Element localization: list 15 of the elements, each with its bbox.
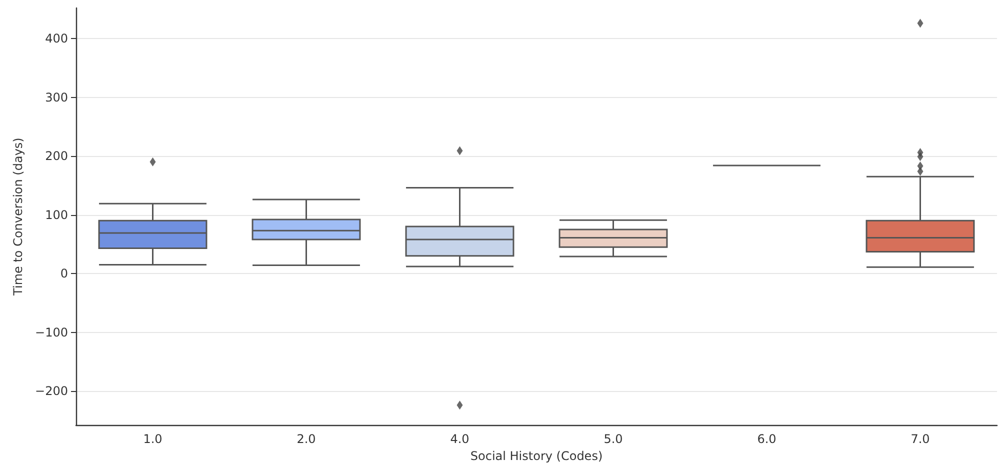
- x-tick-label: 1.0: [143, 432, 162, 446]
- x-axis-title: Social History (Codes): [470, 449, 603, 463]
- y-tick-label: −100: [35, 325, 68, 340]
- y-axis-title: Time to Conversion (days): [11, 138, 26, 296]
- y-tick-label: 400: [45, 32, 68, 46]
- y-tick-label: 300: [45, 90, 68, 104]
- y-tick-label: 200: [45, 149, 68, 164]
- x-tick-label: 7.0: [910, 432, 930, 446]
- y-tick-label: −200: [35, 384, 68, 398]
- y-tick-label: 0: [60, 266, 68, 281]
- x-tick-label: 6.0: [757, 432, 776, 446]
- y-tick-label: 100: [45, 208, 68, 222]
- x-tick-label: 4.0: [450, 432, 470, 446]
- x-tick-label: 5.0: [604, 432, 623, 446]
- x-tick-label: 2.0: [296, 432, 316, 446]
